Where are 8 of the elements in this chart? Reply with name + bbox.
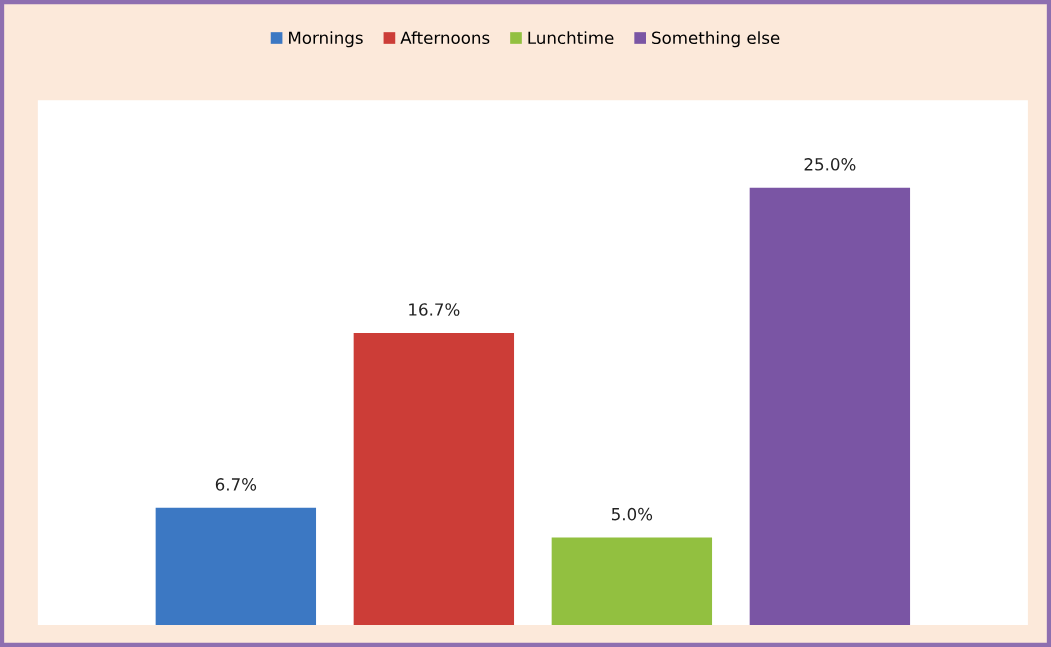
legend-label: Something else xyxy=(652,31,780,48)
legend-label: Afternoons xyxy=(400,31,490,45)
data-label: 5.0% xyxy=(611,507,653,521)
data-label: 6.7% xyxy=(215,478,257,491)
legend-label: Mornings xyxy=(289,31,363,48)
data-label: 25.0% xyxy=(804,158,856,171)
legend-label: Lunchtime xyxy=(528,31,614,45)
data-label: 16.7% xyxy=(409,303,460,316)
